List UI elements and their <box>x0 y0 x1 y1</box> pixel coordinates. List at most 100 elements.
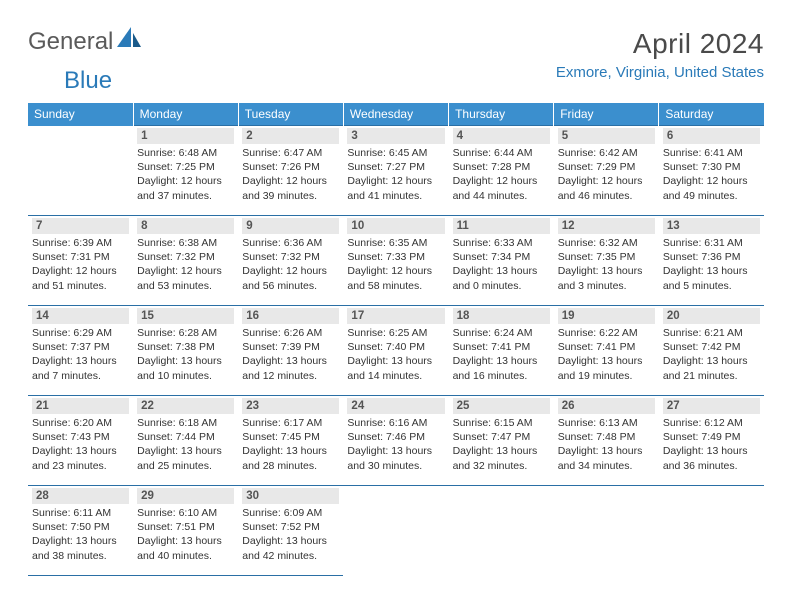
day-header: Friday <box>554 103 659 126</box>
day-number: 30 <box>242 488 339 504</box>
cell-sunset: Sunset: 7:36 PM <box>663 250 760 264</box>
logo-sail-icon <box>117 27 143 54</box>
calendar-cell <box>28 126 133 216</box>
cell-day2: and 3 minutes. <box>558 279 655 293</box>
cell-sunrise: Sunrise: 6:33 AM <box>453 236 550 250</box>
cell-day2: and 19 minutes. <box>558 369 655 383</box>
cell-sunrise: Sunrise: 6:18 AM <box>137 416 234 430</box>
day-number: 2 <box>242 128 339 144</box>
calendar-cell: 23Sunrise: 6:17 AMSunset: 7:45 PMDayligh… <box>238 396 343 486</box>
cell-sunset: Sunset: 7:41 PM <box>453 340 550 354</box>
day-header: Wednesday <box>343 103 448 126</box>
day-number: 12 <box>558 218 655 234</box>
calendar-cell: 12Sunrise: 6:32 AMSunset: 7:35 PMDayligh… <box>554 216 659 306</box>
cell-day2: and 38 minutes. <box>32 549 129 563</box>
calendar-cell <box>554 486 659 576</box>
cell-sunrise: Sunrise: 6:31 AM <box>663 236 760 250</box>
calendar-cell <box>659 486 764 576</box>
cell-sunrise: Sunrise: 6:38 AM <box>137 236 234 250</box>
calendar-cell: 20Sunrise: 6:21 AMSunset: 7:42 PMDayligh… <box>659 306 764 396</box>
cell-sunset: Sunset: 7:27 PM <box>347 160 444 174</box>
day-number: 23 <box>242 398 339 414</box>
cell-sunrise: Sunrise: 6:13 AM <box>558 416 655 430</box>
cell-day1: Daylight: 13 hours <box>347 444 444 458</box>
day-number: 5 <box>558 128 655 144</box>
cell-sunrise: Sunrise: 6:24 AM <box>453 326 550 340</box>
cell-day2: and 39 minutes. <box>242 189 339 203</box>
calendar-week-row: 1Sunrise: 6:48 AMSunset: 7:25 PMDaylight… <box>28 126 764 216</box>
calendar-cell: 8Sunrise: 6:38 AMSunset: 7:32 PMDaylight… <box>133 216 238 306</box>
cell-day1: Daylight: 13 hours <box>137 354 234 368</box>
cell-sunset: Sunset: 7:33 PM <box>347 250 444 264</box>
cell-sunset: Sunset: 7:32 PM <box>137 250 234 264</box>
calendar-cell: 22Sunrise: 6:18 AMSunset: 7:44 PMDayligh… <box>133 396 238 486</box>
cell-day1: Daylight: 13 hours <box>347 354 444 368</box>
calendar-cell: 27Sunrise: 6:12 AMSunset: 7:49 PMDayligh… <box>659 396 764 486</box>
cell-sunset: Sunset: 7:31 PM <box>32 250 129 264</box>
cell-sunrise: Sunrise: 6:21 AM <box>663 326 760 340</box>
cell-sunset: Sunset: 7:40 PM <box>347 340 444 354</box>
cell-sunrise: Sunrise: 6:45 AM <box>347 146 444 160</box>
cell-day2: and 32 minutes. <box>453 459 550 473</box>
cell-day2: and 51 minutes. <box>32 279 129 293</box>
cell-day1: Daylight: 13 hours <box>453 354 550 368</box>
cell-sunset: Sunset: 7:41 PM <box>558 340 655 354</box>
calendar-cell: 9Sunrise: 6:36 AMSunset: 7:32 PMDaylight… <box>238 216 343 306</box>
day-header: Monday <box>133 103 238 126</box>
cell-sunset: Sunset: 7:44 PM <box>137 430 234 444</box>
calendar-cell: 3Sunrise: 6:45 AMSunset: 7:27 PMDaylight… <box>343 126 448 216</box>
cell-day1: Daylight: 13 hours <box>242 534 339 548</box>
day-number: 4 <box>453 128 550 144</box>
calendar-cell: 5Sunrise: 6:42 AMSunset: 7:29 PMDaylight… <box>554 126 659 216</box>
day-number: 13 <box>663 218 760 234</box>
cell-day2: and 34 minutes. <box>558 459 655 473</box>
location-text: Exmore, Virginia, United States <box>556 64 764 81</box>
cell-sunset: Sunset: 7:32 PM <box>242 250 339 264</box>
calendar-week-row: 28Sunrise: 6:11 AMSunset: 7:50 PMDayligh… <box>28 486 764 576</box>
title-block: April 2024 Exmore, Virginia, United Stat… <box>556 28 764 81</box>
day-number: 9 <box>242 218 339 234</box>
cell-sunset: Sunset: 7:25 PM <box>137 160 234 174</box>
day-number: 1 <box>137 128 234 144</box>
cell-day2: and 21 minutes. <box>663 369 760 383</box>
day-number: 6 <box>663 128 760 144</box>
cell-day2: and 40 minutes. <box>137 549 234 563</box>
cell-day2: and 16 minutes. <box>453 369 550 383</box>
day-number: 10 <box>347 218 444 234</box>
cell-sunrise: Sunrise: 6:15 AM <box>453 416 550 430</box>
calendar-cell: 30Sunrise: 6:09 AMSunset: 7:52 PMDayligh… <box>238 486 343 576</box>
cell-day2: and 23 minutes. <box>32 459 129 473</box>
cell-sunset: Sunset: 7:47 PM <box>453 430 550 444</box>
cell-sunset: Sunset: 7:43 PM <box>32 430 129 444</box>
cell-sunset: Sunset: 7:38 PM <box>137 340 234 354</box>
day-number: 22 <box>137 398 234 414</box>
cell-sunrise: Sunrise: 6:28 AM <box>137 326 234 340</box>
cell-day2: and 36 minutes. <box>663 459 760 473</box>
logo-text-blue: Blue <box>64 67 112 95</box>
cell-sunrise: Sunrise: 6:47 AM <box>242 146 339 160</box>
cell-sunset: Sunset: 7:50 PM <box>32 520 129 534</box>
cell-day1: Daylight: 12 hours <box>663 174 760 188</box>
calendar-header-row: SundayMondayTuesdayWednesdayThursdayFrid… <box>28 103 764 126</box>
calendar-cell <box>343 486 448 576</box>
cell-day2: and 7 minutes. <box>32 369 129 383</box>
cell-day1: Daylight: 13 hours <box>663 264 760 278</box>
calendar-cell: 7Sunrise: 6:39 AMSunset: 7:31 PMDaylight… <box>28 216 133 306</box>
cell-day2: and 42 minutes. <box>242 549 339 563</box>
cell-sunset: Sunset: 7:30 PM <box>663 160 760 174</box>
day-number: 24 <box>347 398 444 414</box>
cell-day1: Daylight: 13 hours <box>663 444 760 458</box>
cell-day1: Daylight: 13 hours <box>453 264 550 278</box>
cell-sunrise: Sunrise: 6:20 AM <box>32 416 129 430</box>
cell-day2: and 10 minutes. <box>137 369 234 383</box>
calendar-table: SundayMondayTuesdayWednesdayThursdayFrid… <box>28 103 764 576</box>
cell-day1: Daylight: 13 hours <box>558 444 655 458</box>
cell-day1: Daylight: 13 hours <box>453 444 550 458</box>
cell-day2: and 12 minutes. <box>242 369 339 383</box>
calendar-cell: 17Sunrise: 6:25 AMSunset: 7:40 PMDayligh… <box>343 306 448 396</box>
cell-sunrise: Sunrise: 6:32 AM <box>558 236 655 250</box>
cell-day1: Daylight: 12 hours <box>32 264 129 278</box>
cell-sunrise: Sunrise: 6:16 AM <box>347 416 444 430</box>
cell-day2: and 49 minutes. <box>663 189 760 203</box>
day-number: 19 <box>558 308 655 324</box>
